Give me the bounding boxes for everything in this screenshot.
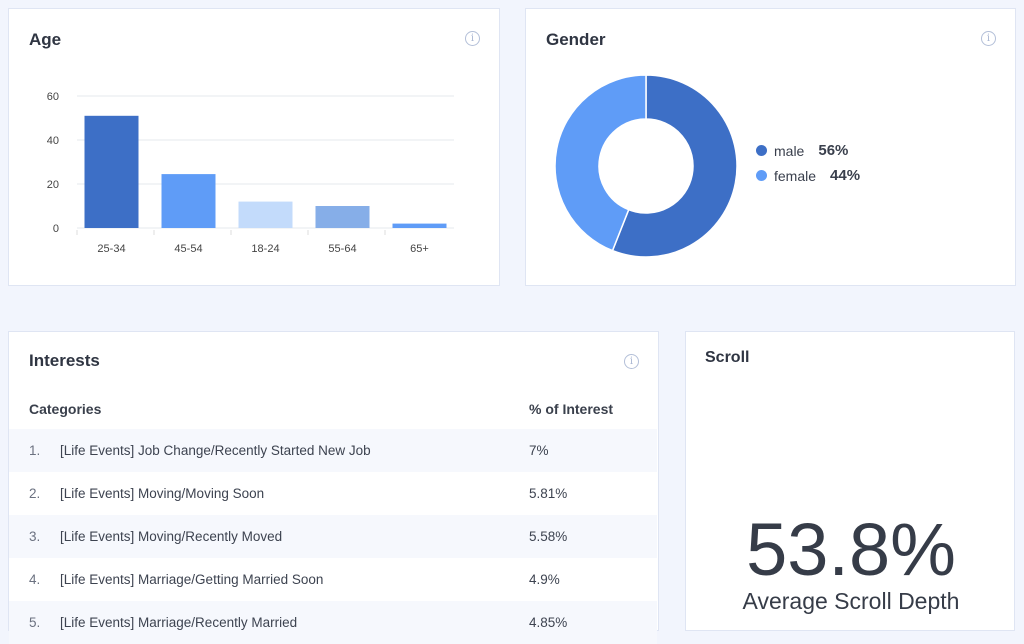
info-icon[interactable]: i: [624, 354, 639, 369]
table-row: 2. [Life Events] Moving/Moving Soon 5.81%: [9, 472, 657, 515]
y-tick-label: 0: [53, 223, 59, 235]
column-header-categories: Categories: [29, 401, 102, 417]
bar-45-54: [161, 174, 216, 228]
legend-label: female: [774, 167, 817, 184]
bar-55-64: [315, 206, 370, 228]
slice-male: [611, 74, 738, 258]
row-number: 1.: [29, 443, 41, 458]
legend-dot: [756, 170, 767, 181]
scroll-depth-value: 53.8%: [746, 508, 956, 591]
bar-25-34: [84, 115, 139, 228]
legend-dot: [756, 145, 767, 156]
age-card: Age i 0 20 40 60 25-34 45-54 18-24 55-64 65+: [8, 8, 500, 286]
info-icon[interactable]: i: [465, 31, 480, 46]
table-row: 1. [Life Events] Job Change/Recently Star…: [9, 429, 657, 472]
row-percent: 4.85%: [529, 615, 568, 630]
gender-title: Gender: [546, 30, 606, 49]
row-number: 5.: [29, 615, 41, 630]
x-tick-label: 65+: [410, 243, 429, 255]
row-number: 3.: [29, 529, 41, 544]
slice-female: [554, 74, 647, 252]
table-row: 5. [Life Events] Marriage/Recently Marrie…: [9, 601, 657, 644]
row-percent: 5.58%: [529, 529, 568, 544]
row-category: [Life Events] Job Change/Recently Starte…: [60, 443, 371, 458]
row-percent: 7%: [529, 443, 549, 458]
legend-female: female 44%: [756, 167, 860, 184]
x-tick-label: 45-54: [174, 243, 202, 255]
column-header-percent: % of Interest: [529, 401, 614, 417]
bar-65+: [392, 223, 447, 228]
legend-label: male: [774, 142, 805, 159]
scroll-depth-label: Average Scroll Depth: [742, 588, 960, 614]
table-row: 4. [Life Events] Marriage/Getting Married…: [9, 558, 657, 601]
x-tick-label: 25-34: [97, 243, 125, 255]
bar-18-24: [238, 201, 293, 228]
legend-value: 56%: [818, 142, 849, 159]
gender-card: Gender i male 56% female 44%: [525, 8, 1016, 286]
y-tick-label: 20: [47, 179, 59, 191]
row-category: [Life Events] Moving/Recently Moved: [60, 529, 283, 544]
row-category: [Life Events] Moving/Moving Soon: [60, 486, 265, 501]
info-icon[interactable]: i: [981, 31, 996, 46]
x-tick-label: 18-24: [251, 243, 279, 255]
interests-card: Interests i Categories % of Interest 1. […: [8, 331, 659, 644]
x-tick-label: 55-64: [328, 243, 356, 255]
age-title: Age: [29, 30, 62, 49]
legend-value: 44%: [830, 167, 861, 184]
row-percent: 5.81%: [529, 486, 568, 501]
scroll-title: Scroll: [705, 349, 750, 366]
row-number: 4.: [29, 572, 41, 587]
interests-title: Interests: [29, 351, 100, 370]
row-percent: 4.9%: [529, 572, 560, 587]
row-number: 2.: [29, 486, 41, 501]
row-category: [Life Events] Marriage/Recently Married: [60, 615, 298, 630]
age-bar-chart: 0 20 40 60 25-34 45-54 18-24 55-64 65+: [47, 91, 454, 255]
y-tick-label: 60: [47, 91, 59, 103]
gender-donut-chart: [554, 74, 738, 258]
y-tick-label: 40: [47, 135, 59, 147]
legend-male: male 56%: [756, 142, 848, 159]
table-row: 3. [Life Events] Moving/Recently Moved 5.5…: [9, 515, 657, 558]
scroll-card: Scroll 53.8% Average Scroll Depth: [685, 331, 1015, 631]
row-category: [Life Events] Marriage/Getting Married S…: [60, 572, 324, 587]
